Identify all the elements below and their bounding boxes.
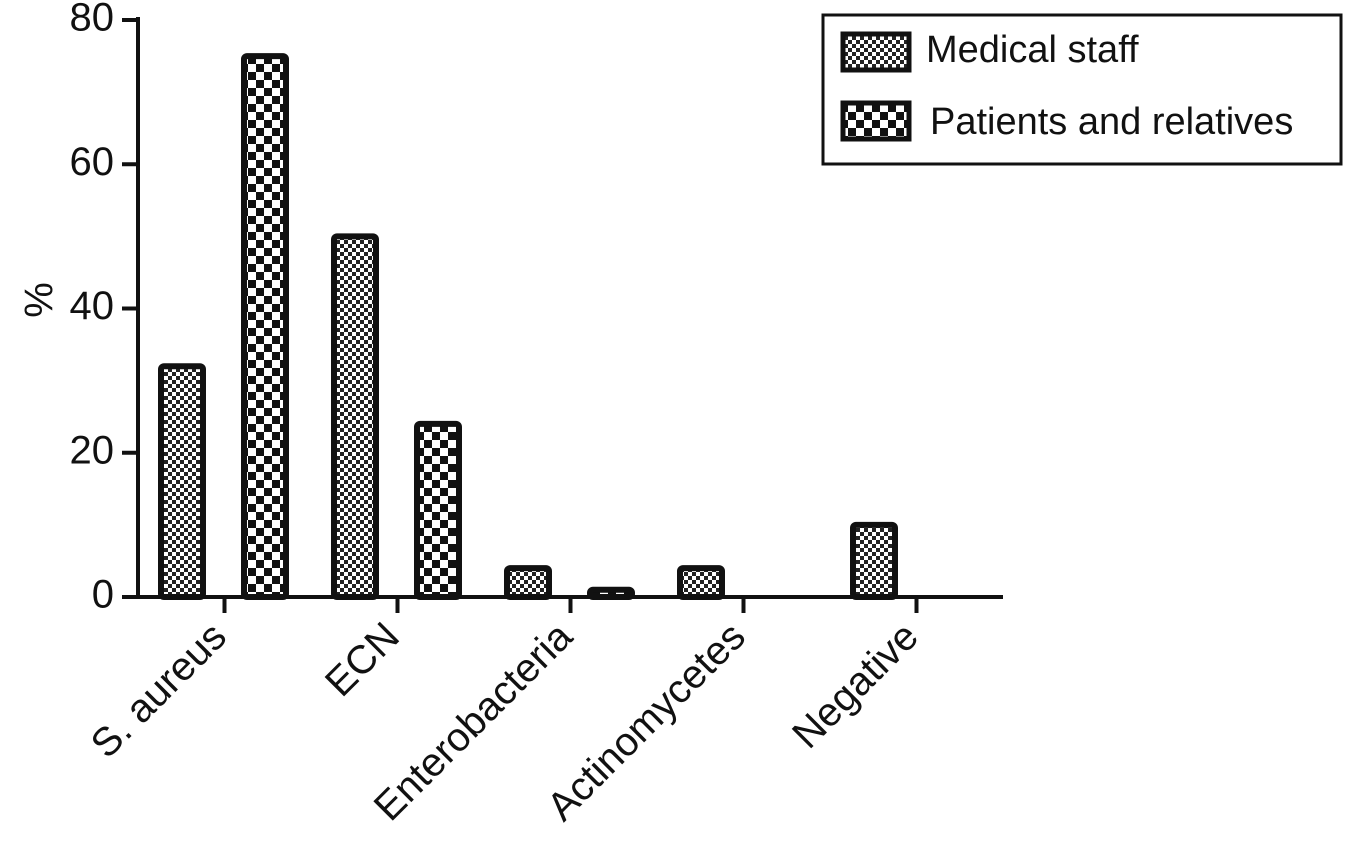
bar-medical-staff-0 <box>158 363 206 601</box>
legend: Medical staff Patients and relatives <box>821 13 1343 166</box>
bar-medical-staff-4 <box>850 521 898 600</box>
category-label: ECN <box>317 614 408 705</box>
category-label: S. aureus <box>83 614 235 766</box>
legend-swatch-medical-staff <box>840 31 912 73</box>
bar-medical-staff-3 <box>677 565 725 601</box>
category-label: Negative <box>784 614 927 757</box>
bar-patients-and-relatives-2 <box>587 586 635 600</box>
legend-label-patients-and-relatives: Patients and relatives <box>930 101 1293 143</box>
y-tick-label: 0 <box>92 573 114 617</box>
bar-patients-and-relatives-1 <box>414 420 462 600</box>
bars <box>158 53 898 601</box>
bar-patients-and-relatives-0 <box>241 53 289 600</box>
y-axis-label: % <box>18 282 62 318</box>
bar-medical-staff-1 <box>331 233 379 600</box>
y-axis: 0 20 40 60 80 <box>70 0 140 617</box>
y-tick-label: 80 <box>70 0 115 40</box>
y-tick-label: 20 <box>70 428 115 472</box>
bar-medical-staff-2 <box>504 565 552 601</box>
y-tick-label: 40 <box>70 284 115 328</box>
y-tick-label: 60 <box>70 140 115 184</box>
legend-swatch-patients-and-relatives <box>840 100 912 142</box>
legend-label-medical-staff: Medical staff <box>926 29 1139 71</box>
